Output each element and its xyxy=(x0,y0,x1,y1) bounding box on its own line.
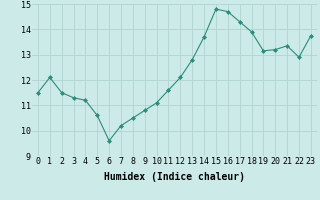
X-axis label: Humidex (Indice chaleur): Humidex (Indice chaleur) xyxy=(104,172,245,182)
